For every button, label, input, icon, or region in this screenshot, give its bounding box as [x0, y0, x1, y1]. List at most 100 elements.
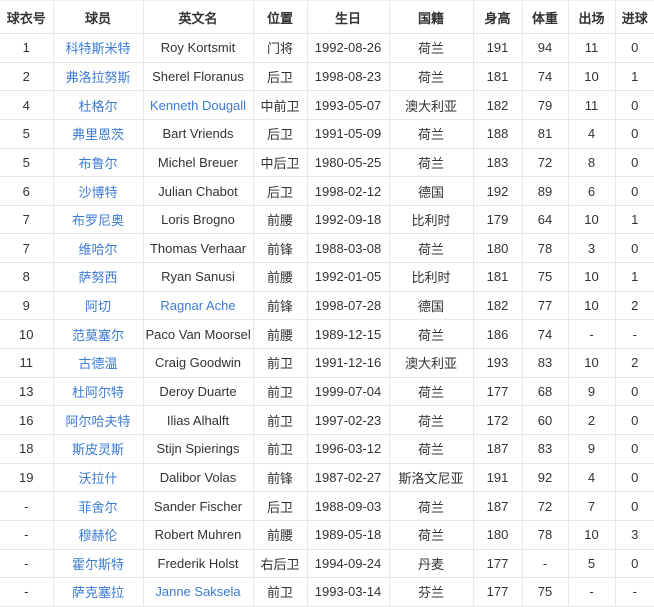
- player-name-link[interactable]: 古德温: [78, 356, 118, 372]
- player-name-cell: 沙博特: [52, 176, 143, 206]
- player-name-link[interactable]: 范莫塞尔: [71, 327, 124, 343]
- weight-value: 77: [537, 298, 553, 314]
- player-name-link[interactable]: 霍尔斯特: [71, 556, 124, 572]
- player-name-cell: 维哈尔: [52, 233, 143, 264]
- player-name-link[interactable]: 萨克塞拉: [71, 585, 124, 601]
- birthday-value: 1989-12-15: [314, 326, 382, 342]
- weight-value: 94: [537, 40, 553, 56]
- english-name-link[interactable]: Ragnar Ache: [160, 298, 236, 314]
- birthday-cell: 1993-03-14: [306, 577, 389, 607]
- nationality-value: 荷兰: [417, 327, 444, 343]
- player-name-cell: 古德温: [52, 348, 143, 378]
- goals-value: 0: [631, 40, 639, 56]
- apps-value: 3: [587, 240, 596, 256]
- apps-cell: 4: [567, 463, 615, 493]
- birthday-cell: 1987-02-27: [306, 463, 389, 493]
- height-cell: 177: [472, 549, 522, 579]
- name_en-value: Ryan Sanusi: [161, 269, 235, 285]
- height-value: 187: [486, 498, 509, 514]
- weight-value: 83: [537, 441, 553, 457]
- height-cell: 180: [472, 520, 522, 550]
- apps-value: 6: [587, 183, 596, 199]
- apps-cell: 2: [567, 405, 615, 435]
- apps-cell: 10: [567, 205, 615, 235]
- player-name-link[interactable]: 维哈尔: [78, 241, 118, 257]
- goals-value: 0: [631, 441, 639, 457]
- english-name-link[interactable]: Kenneth Dougall: [149, 97, 247, 113]
- weight-value: 74: [537, 68, 553, 84]
- apps-cell: 9: [567, 434, 615, 464]
- nationality-cell: 丹麦: [388, 549, 473, 579]
- height-cell: 172: [472, 405, 522, 435]
- weight-value: -: [542, 555, 548, 571]
- table-row: 9 阿切 Ragnar Ache 前锋 1998-07-28 德国 182 77 10 2: [0, 291, 654, 321]
- player-name-cell: 弗里恩茨: [52, 119, 143, 149]
- birthday-value: 1987-02-27: [314, 469, 382, 485]
- player-name-link[interactable]: 斯皮灵斯: [71, 442, 124, 458]
- name_en-cell: Michel Breuer: [142, 148, 253, 178]
- player-name-link[interactable]: 菲舍尔: [78, 499, 118, 515]
- goals-value: 0: [631, 183, 639, 199]
- name_en-value: Dalibor Volas: [159, 469, 237, 485]
- number-value: 4: [22, 97, 30, 113]
- height-value: 187: [486, 441, 509, 457]
- number-cell: 5: [0, 148, 53, 178]
- player-name-link[interactable]: 布鲁尔: [78, 155, 118, 171]
- name_en-value: Craig Goodwin: [155, 355, 241, 371]
- nationality-value: 澳大利亚: [404, 356, 457, 372]
- player-name-link[interactable]: 杜格尔: [78, 98, 118, 114]
- name_en-cell: Bart Vriends: [142, 119, 253, 149]
- player-name-link[interactable]: 布罗尼奥: [71, 213, 124, 229]
- position-cell: 前锋: [252, 233, 307, 264]
- goals-cell: 2: [614, 291, 654, 321]
- weight-value: 60: [537, 412, 553, 428]
- player-name-link[interactable]: 沃拉什: [78, 470, 118, 486]
- height-value: 180: [486, 240, 509, 256]
- height-value: 182: [486, 97, 509, 113]
- player-name-link[interactable]: 沙博特: [78, 184, 118, 200]
- table-row: 4 杜格尔 Kenneth Dougall 中前卫 1993-05-07 澳大利亚 182 7…: [0, 90, 654, 120]
- position-cell: 前卫: [252, 434, 307, 464]
- height-cell: 187: [472, 434, 522, 464]
- nationality-cell: 荷兰: [388, 62, 473, 92]
- height-value: 193: [486, 355, 509, 371]
- position-value: 前卫: [266, 442, 293, 458]
- nationality-value: 荷兰: [417, 127, 444, 143]
- position-cell: 前卫: [252, 348, 307, 378]
- position-cell: 前腰: [252, 262, 307, 292]
- player-name-link[interactable]: 穆赫伦: [78, 528, 118, 544]
- apps-cell: 10: [567, 520, 615, 550]
- nationality-cell: 芬兰: [388, 577, 473, 607]
- apps-value: 11: [584, 40, 599, 56]
- birthday-value: 1998-07-28: [314, 298, 382, 314]
- weight-cell: 92: [521, 463, 568, 493]
- position-cell: 后卫: [252, 176, 307, 206]
- number-value: -: [24, 555, 29, 571]
- position-cell: 门将: [252, 33, 307, 63]
- player-name-link[interactable]: 阿切: [84, 299, 111, 315]
- number-value: 11: [19, 355, 34, 371]
- player-name-link[interactable]: 科特斯米特: [65, 41, 131, 57]
- player-name-link[interactable]: 弗里恩茨: [71, 127, 124, 143]
- apps-cell: -: [567, 577, 615, 607]
- height-value: 177: [486, 584, 509, 600]
- birthday-cell: 1996-03-12: [306, 434, 389, 464]
- english-name-link[interactable]: Janne Saksela: [155, 584, 241, 600]
- number-value: 18: [19, 441, 34, 457]
- table-row: - 霍尔斯特 Frederik Holst 右后卫 1994-09-24 丹麦 177 - 5 0: [0, 549, 654, 579]
- weight-value: 74: [537, 326, 553, 342]
- column-header-position: 位置: [252, 0, 307, 34]
- height-cell: 180: [472, 233, 522, 264]
- birthday-cell: 1993-05-07: [306, 90, 389, 120]
- weight-value: 81: [537, 126, 553, 142]
- player-name-link[interactable]: 杜阿尔特: [71, 385, 124, 400]
- player-name-link[interactable]: 萨努西: [78, 270, 118, 286]
- player-name-link[interactable]: 弗洛拉努斯: [65, 69, 131, 85]
- column-header-birthday: 生日: [306, 0, 389, 34]
- apps-cell: 10: [567, 62, 615, 92]
- apps-value: 5: [587, 555, 596, 571]
- player-name-link[interactable]: 阿尔哈夫特: [65, 413, 131, 429]
- name_en-value: Deroy Duarte: [159, 384, 237, 399]
- column-header-goals: 进球: [614, 0, 654, 34]
